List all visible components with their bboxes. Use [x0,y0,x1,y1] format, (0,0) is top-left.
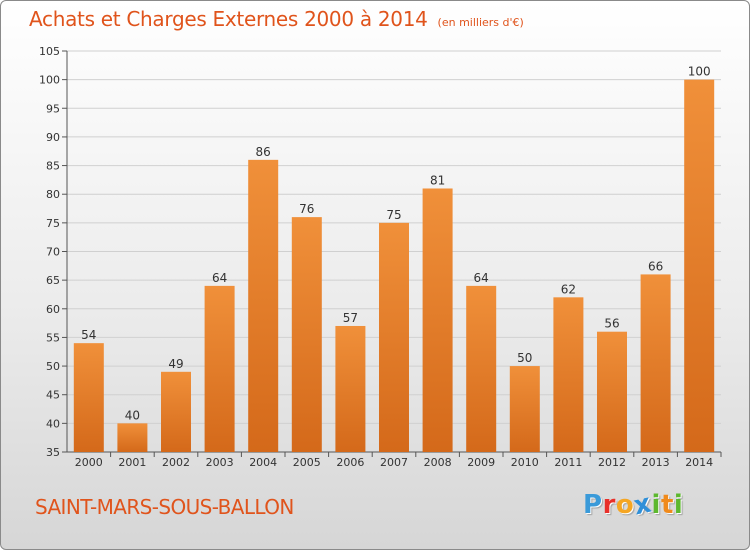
value-label-2010: 50 [517,351,532,365]
x-tick-label-2014: 2014 [685,456,713,469]
bar-2001 [117,423,148,452]
title-row: Achats et Charges Externes 2000 à 2014 (e… [29,7,524,31]
value-label-2009: 64 [474,271,489,285]
value-label-2007: 75 [386,208,401,222]
value-label-2014: 100 [688,65,711,79]
x-tick-label-2005: 2005 [293,456,321,469]
x-tick-label-2003: 2003 [206,456,234,469]
bar-2010 [509,366,540,452]
bar-2005 [291,217,322,452]
y-tick-label: 45 [46,389,60,402]
commune-name: SAINT-MARS-SOUS-BALLON [35,495,294,519]
y-tick-label: 55 [46,331,60,344]
x-tick-label-2000: 2000 [75,456,103,469]
bar-2013 [640,274,671,452]
x-tick-label-2006: 2006 [336,456,364,469]
proxiti-logo: Proxiti [583,489,684,522]
bar-2000 [73,343,104,452]
logo-letter: t [660,490,674,520]
y-tick-label: 80 [46,188,60,201]
bar-2003 [204,285,235,452]
x-tick-label-2010: 2010 [511,456,539,469]
logo-letter: i [673,490,684,520]
y-tick-label: 85 [46,160,60,173]
y-tick-label: 35 [46,446,60,459]
logo-letter: o [615,490,635,520]
bar-2002 [161,371,191,452]
y-tick-label: 75 [46,217,60,230]
y-tick-label: 90 [46,131,60,144]
logo-letter: P [583,490,603,520]
bar-2008 [422,188,453,452]
y-tick-label: 105 [39,45,60,58]
y-tick-label: 100 [39,74,60,87]
x-tick-label-2001: 2001 [118,456,146,469]
bar-2004 [248,159,279,453]
y-tick-label: 50 [46,360,60,373]
x-tick-label-2011: 2011 [554,456,582,469]
value-label-2003: 64 [212,271,227,285]
x-tick-label-2013: 2013 [642,456,670,469]
x-tick-label-2012: 2012 [598,456,626,469]
y-tick-label: 40 [46,417,60,430]
value-label-2011: 62 [561,282,576,296]
value-label-2002: 49 [168,357,183,371]
chart-title: Achats et Charges Externes 2000 à 2014 [29,7,428,31]
bar-2006 [335,325,366,452]
y-tick-label: 95 [46,102,60,115]
value-label-2013: 66 [648,259,663,273]
value-label-2001: 40 [125,408,140,422]
value-label-2008: 81 [430,173,445,187]
value-label-2000: 54 [81,328,96,342]
bar-2012 [597,331,627,452]
x-tick-label-2009: 2009 [467,456,495,469]
bars [73,79,715,453]
value-labels: 54 40 49 64 86 76 57 75 81 64 50 62 56 66 100 [81,65,710,423]
bar-2011 [553,297,584,452]
x-tick-label-2002: 2002 [162,456,190,469]
value-label-2005: 76 [299,202,314,216]
y-tick-label: 60 [46,303,60,316]
value-label-2004: 86 [256,145,271,159]
logo-letter: i [651,490,661,520]
bar-2014 [684,79,715,453]
x-tick-label-2004: 2004 [249,456,277,469]
y-tick-label: 65 [46,274,60,287]
value-label-2012: 56 [604,317,619,331]
chart-unit: (en milliers d'€) [437,16,524,29]
value-label-2006: 57 [343,311,358,325]
logo-letter: r [602,490,616,520]
x-tick-label-2007: 2007 [380,456,408,469]
bar-2007 [379,222,409,452]
bar-2009 [466,285,497,452]
y-tick-label: 70 [46,246,60,259]
x-tick-label-2008: 2008 [424,456,452,469]
